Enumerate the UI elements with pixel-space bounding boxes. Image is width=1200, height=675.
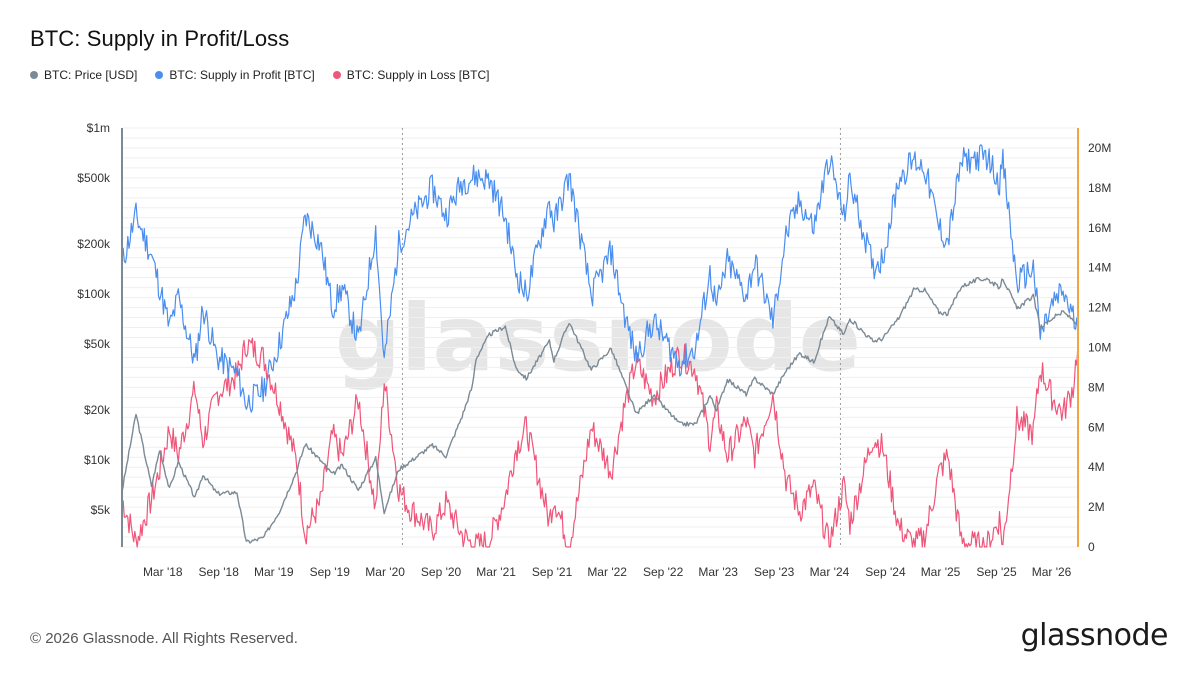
x-axis-tick-label: Sep '22 xyxy=(643,565,684,579)
legend-label-price: BTC: Price [USD] xyxy=(44,68,138,82)
legend-dot-price xyxy=(30,71,38,79)
left-axis-tick-label: $1m xyxy=(87,121,110,135)
x-axis-tick-label: Sep '21 xyxy=(532,565,573,579)
right-axis-tick-label: 12M xyxy=(1088,301,1111,315)
left-axis-tick-label: $10k xyxy=(84,453,111,467)
left-axis-tick-label: $20k xyxy=(84,403,111,417)
right-axis-tick-label: 20M xyxy=(1088,141,1111,155)
x-axis-tick-label: Mar '18 xyxy=(143,565,183,579)
right-axis-tick-label: 6M xyxy=(1088,420,1105,434)
x-axis-tick-label: Mar '24 xyxy=(810,565,850,579)
x-axis-tick-label: Mar '23 xyxy=(698,565,738,579)
legend-dot-supply-in-loss xyxy=(332,71,341,79)
left-axis-tick-label: $50k xyxy=(84,337,111,351)
x-axis-tick-label: Sep '23 xyxy=(754,565,795,579)
x-axis-tick-label: Sep '18 xyxy=(199,565,240,579)
x-axis-tick-label: Mar '26 xyxy=(1032,565,1072,579)
legend-label-supply-in-profit: BTC: Supply in Profit [BTC] xyxy=(169,68,315,82)
x-axis-tick-label: Mar '20 xyxy=(365,565,405,579)
legend-dot-supply-in-profit xyxy=(155,71,164,79)
series-price-line xyxy=(121,277,1079,544)
right-axis-tick-label: 8M xyxy=(1088,380,1105,394)
x-axis-tick-label: Mar '25 xyxy=(921,565,961,579)
left-axis-tick-label: $200k xyxy=(77,237,111,251)
right-axis-tick-label: 4M xyxy=(1088,460,1105,474)
left-axis-tick-label: $500k xyxy=(77,171,111,185)
x-axis-tick-label: Mar '19 xyxy=(254,565,294,579)
legend-label-supply-in-loss: BTC: Supply in Loss [BTC] xyxy=(346,68,490,82)
watermark: glassnode xyxy=(335,285,861,392)
x-axis-tick-label: Sep '24 xyxy=(865,565,906,579)
right-axis-tick-label: 18M xyxy=(1088,181,1111,195)
x-axis-tick-label: Sep '20 xyxy=(421,565,462,579)
chart-title: BTC: Supply in Profit/Loss xyxy=(30,26,290,51)
x-axis-tick-label: Sep '25 xyxy=(976,565,1017,579)
x-axis-tick-label: Mar '22 xyxy=(587,565,627,579)
x-axis-tick-label: Mar '21 xyxy=(476,565,516,579)
chart-legend: BTC: Price [USD] BTC: Supply in Profit [… xyxy=(30,68,489,82)
left-axis-tick-label: $5k xyxy=(91,503,111,517)
legend-item-supply-in-profit[interactable]: BTC: Supply in Profit [BTC] xyxy=(155,68,315,82)
right-axis-tick-label: 14M xyxy=(1088,261,1111,275)
left-axis-tick-label: $100k xyxy=(77,287,111,301)
axes: $5k $10k $20k $50k $100k $200k $500k $1m 0 2M 4M 6M… xyxy=(77,121,1111,579)
gridlines xyxy=(122,127,1078,548)
legend-item-price[interactable]: BTC: Price [USD] xyxy=(30,68,137,82)
series-supply-in-loss-line xyxy=(121,337,1079,548)
right-axis-tick-label: 16M xyxy=(1088,221,1111,235)
x-axis-tick-label: Sep '19 xyxy=(310,565,351,579)
legend-item-supply-in-loss[interactable]: BTC: Supply in Loss [BTC] xyxy=(332,68,490,82)
glassnode-logo: glassnode xyxy=(1020,618,1169,653)
copyright-text: © 2026 Glassnode. All Rights Reserved. xyxy=(30,630,298,647)
right-axis-tick-label: 2M xyxy=(1088,500,1105,514)
right-axis-tick-label: 0 xyxy=(1088,540,1095,554)
series-layer xyxy=(121,144,1079,548)
series-supply-in-profit-line xyxy=(121,144,1079,413)
right-axis-tick-label: 10M xyxy=(1088,340,1111,354)
